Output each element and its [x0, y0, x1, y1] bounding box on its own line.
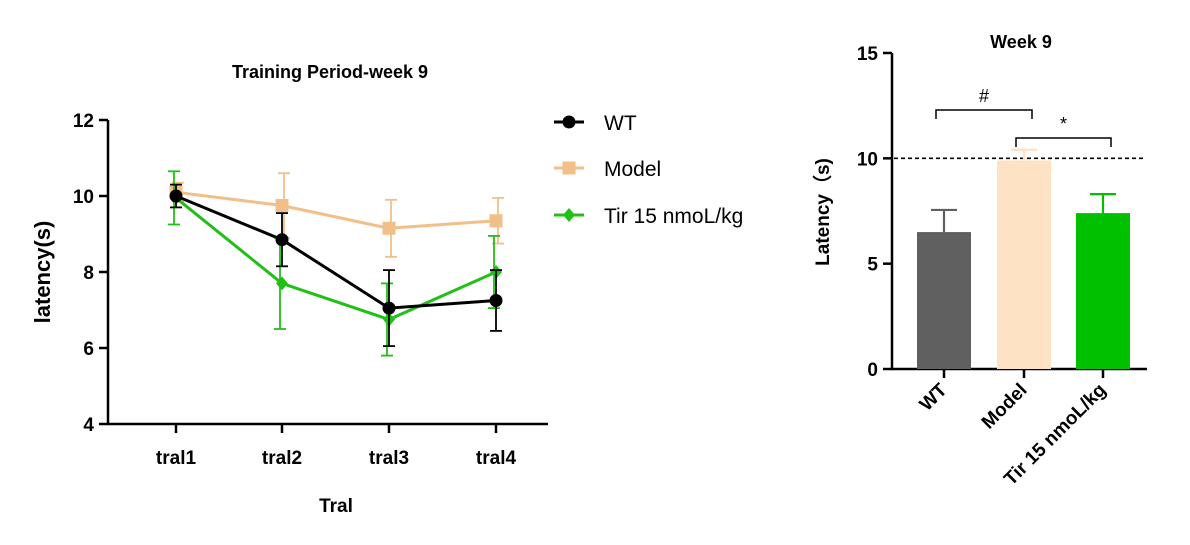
- line-x-tick-label: tral1: [156, 448, 197, 469]
- line-y-tick-label: 4: [83, 415, 94, 436]
- data-point: [169, 189, 183, 203]
- series-line: [175, 196, 497, 322]
- legend-item: Tir 15 nmoL/kg: [554, 205, 743, 228]
- line-chart-title: Training Period-week 9: [232, 62, 428, 82]
- legend-label: Tir 15 nmoL/kg: [604, 205, 743, 228]
- legend-item: WT: [554, 112, 637, 135]
- line-x-axis-label: Tral: [319, 496, 353, 517]
- data-point: [275, 233, 289, 247]
- line-x-ticks: tral1 tral2 tral3 tral4: [156, 424, 517, 469]
- data-point: [489, 214, 503, 228]
- data-point: [382, 221, 396, 235]
- line-y-tick-label: 12: [73, 111, 94, 132]
- significance-bracket: *: [1015, 114, 1112, 147]
- line-x-tick-label: tral3: [369, 448, 409, 469]
- line-series-group: [168, 170, 504, 357]
- legend-marker: [563, 208, 575, 222]
- legend-marker: [562, 115, 576, 129]
- bar-bars-group: [917, 148, 1130, 369]
- series-line: [175, 194, 497, 310]
- bar: [997, 160, 1051, 369]
- bracket-line: [935, 109, 1033, 119]
- bar-y-tick-label: 5: [867, 255, 878, 276]
- bar-x-tick-label: Model: [978, 380, 1032, 434]
- bar-chart-title: Week 9: [990, 32, 1052, 52]
- data-point: [276, 276, 288, 291]
- bar-y-tick-label: 0: [867, 360, 878, 381]
- line-series-wt: [169, 183, 503, 348]
- bar-y-axis-label: Latency（s): [811, 158, 834, 266]
- line-x-tick-label: tral4: [476, 448, 517, 469]
- bar-y-tick-label: 10: [857, 149, 878, 170]
- bar-model: [997, 148, 1051, 369]
- legend-label: Model: [604, 158, 661, 181]
- bracket-line: [1015, 137, 1112, 147]
- line-y-tick-label: 6: [83, 339, 94, 360]
- data-point: [489, 294, 503, 307]
- bar-x-tick-label: WT: [916, 379, 952, 415]
- series-line: [175, 190, 497, 230]
- bar: [917, 232, 971, 369]
- legend-item: Model: [554, 158, 661, 181]
- data-point: [382, 301, 396, 315]
- bar-wt: [917, 208, 971, 369]
- line-series-model: [169, 172, 504, 258]
- significance-bracket: #: [935, 86, 1033, 119]
- bar-y-tick-label: 15: [857, 44, 879, 65]
- significance-label: #: [979, 86, 989, 106]
- legend-marker: [562, 161, 576, 175]
- line-y-tick-label: 10: [73, 187, 94, 208]
- bar-significance-group: #*: [935, 86, 1112, 147]
- line-y-tick-label: 8: [83, 263, 94, 284]
- line-y-ticks: 4 6 8 10 12: [73, 111, 108, 436]
- legend-label: WT: [604, 112, 637, 135]
- bar-tir-15-nmol-kg: [1076, 193, 1130, 369]
- line-y-axis-label: latency(s): [30, 221, 55, 324]
- significance-label: *: [1060, 114, 1067, 134]
- line-x-tick-label: tral2: [262, 448, 302, 469]
- line-legend: WT Model Tir 15 nmoL/kg: [554, 112, 743, 228]
- bar-y-ticks: 0 5 10 15: [857, 44, 892, 381]
- data-point: [275, 199, 289, 212]
- bar: [1076, 213, 1130, 369]
